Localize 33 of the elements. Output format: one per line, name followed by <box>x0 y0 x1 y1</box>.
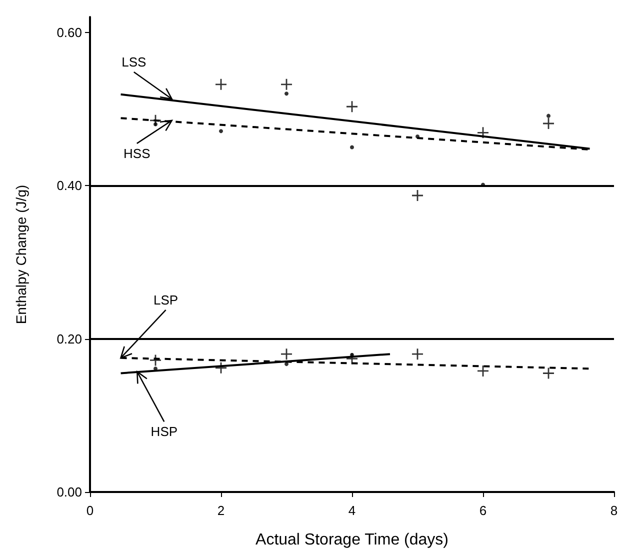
point <box>546 114 550 118</box>
point <box>346 100 358 113</box>
point <box>350 145 354 150</box>
point <box>284 362 288 366</box>
point <box>476 126 490 139</box>
y-tick-label: 0.60 <box>56 24 82 40</box>
point <box>280 348 293 360</box>
point <box>284 92 288 96</box>
x-tick-label: 8 <box>610 503 618 518</box>
point <box>411 189 424 202</box>
y-tick-label: 0.20 <box>56 331 82 346</box>
point <box>476 364 490 378</box>
point <box>154 122 158 126</box>
point <box>214 78 228 91</box>
x-tick-label: 4 <box>348 503 356 518</box>
point <box>149 354 162 366</box>
y-tick-label: 0.40 <box>56 178 82 194</box>
annotation: HSP <box>150 424 178 440</box>
y-axis-title: Enthalpy Change (J/g) <box>13 184 29 324</box>
point <box>542 367 555 380</box>
x-tick-label: 6 <box>479 503 487 518</box>
annotation: HSS <box>124 146 151 161</box>
annotation: LSS <box>122 54 146 70</box>
x-tick-label: 0 <box>86 503 94 518</box>
x-axis-title: Actual Storage Time (days) <box>256 532 448 548</box>
x-tick-label: 2 <box>217 503 225 518</box>
point <box>542 117 555 130</box>
point <box>214 362 228 374</box>
point <box>280 78 293 91</box>
annotation: LSP <box>153 292 178 308</box>
y-tick-label: 0.00 <box>56 484 82 500</box>
point <box>219 129 223 134</box>
point <box>411 348 424 360</box>
